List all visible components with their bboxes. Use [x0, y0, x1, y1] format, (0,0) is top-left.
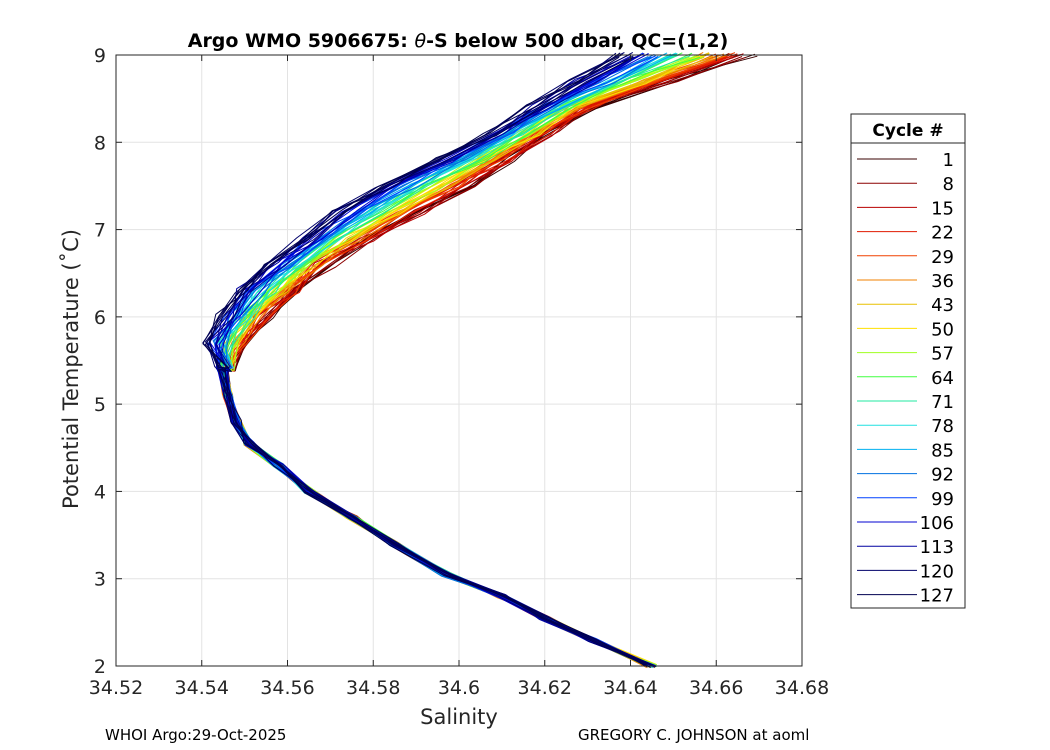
- legend-label-113: 113: [920, 537, 954, 558]
- x-axis-label: Salinity: [420, 705, 498, 729]
- y-tick-label: 7: [94, 220, 106, 242]
- x-tick-label: 34.58: [346, 677, 400, 699]
- x-tick-label: 34.6: [438, 677, 480, 699]
- x-tick-label: 34.68: [775, 677, 829, 699]
- legend-box: [850, 113, 966, 609]
- legend-label-127: 127: [920, 586, 954, 607]
- y-tick-label: 6: [94, 307, 106, 329]
- legend-label-64: 64: [931, 368, 954, 389]
- chart-title: Argo WMO 5906675: θ-S below 500 dbar, QC…: [188, 30, 729, 52]
- legend-label-8: 8: [943, 174, 954, 195]
- x-tick-label: 34.62: [518, 677, 572, 699]
- x-tick-label: 34.66: [689, 677, 743, 699]
- series-line-cycle-127: [208, 56, 652, 668]
- y-tick-label: 8: [94, 132, 106, 154]
- footer-date: WHOI Argo:29-Oct-2025: [105, 726, 287, 744]
- chart-title-theta: θ: [414, 30, 426, 52]
- y-axis-label: Potential Temperature (˚C): [59, 229, 83, 509]
- x-tick-label: 34.64: [603, 677, 657, 699]
- axis-ticks: 34.52 34.54 34.56 34.58 34.6 34.62 34.64 34.66 3…: [89, 45, 829, 699]
- chart-title-prefix: Argo WMO 5906675:: [188, 30, 415, 52]
- legend-label-57: 57: [931, 344, 954, 365]
- footer-author: GREGORY C. JOHNSON at aoml: [578, 726, 810, 744]
- legend-label-71: 71: [931, 392, 954, 413]
- legend-label-120: 120: [920, 561, 954, 582]
- legend-label-29: 29: [931, 247, 954, 268]
- series-line-cycle-127: [209, 53, 656, 668]
- legend-label-36: 36: [931, 271, 954, 292]
- legend-label-43: 43: [931, 295, 954, 316]
- y-tick-label: 5: [94, 394, 106, 416]
- legend-label-22: 22: [931, 223, 954, 244]
- y-tick-label: 9: [94, 45, 106, 67]
- series-lines: [202, 51, 758, 669]
- chart-title-suffix: -S below 500 dbar, QC=(1,2): [426, 30, 728, 52]
- y-tick-label: 2: [94, 656, 106, 678]
- legend-label-99: 99: [931, 489, 954, 510]
- legend: Cycle # 18152229364350576471788592991061…: [850, 113, 966, 609]
- legend-label-50: 50: [931, 319, 954, 340]
- x-tick-label: 34.52: [89, 677, 143, 699]
- x-tick-label: 34.56: [260, 677, 314, 699]
- x-tick-label: 34.54: [175, 677, 229, 699]
- legend-label-1: 1: [943, 150, 954, 171]
- legend-label-15: 15: [931, 198, 954, 219]
- legend-label-78: 78: [931, 416, 954, 437]
- legend-label-92: 92: [931, 465, 954, 486]
- y-tick-label: 3: [94, 569, 106, 591]
- legend-label-106: 106: [920, 513, 954, 534]
- y-tick-label: 4: [94, 481, 106, 503]
- legend-entries: 1 8 15 22 29 36 43 50 57 64 71 78 85 92 99 106 113 120 127: [857, 150, 954, 607]
- legend-label-85: 85: [931, 440, 954, 461]
- legend-title: Cycle #: [872, 121, 943, 141]
